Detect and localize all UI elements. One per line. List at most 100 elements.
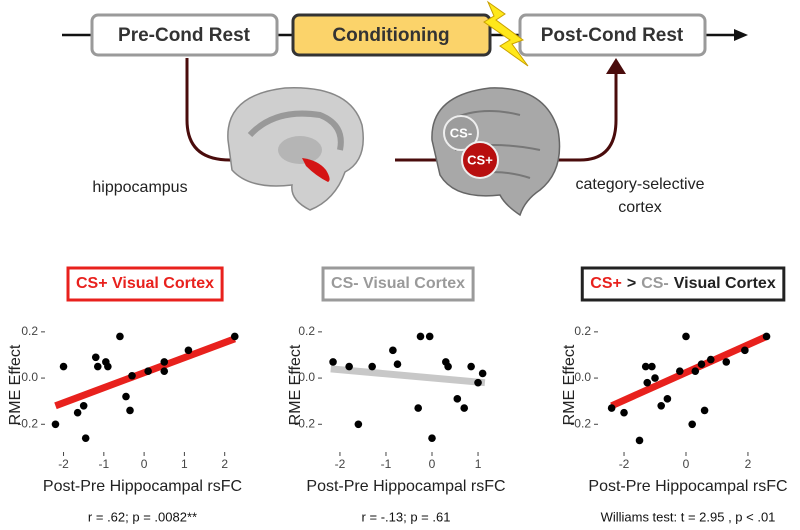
title-part: Visual Cortex	[674, 275, 776, 292]
stage-box	[90, 13, 279, 57]
x-axis-label: Post-Pre Hippocampal rsFC	[588, 478, 787, 495]
stats: r = -.13; p = .61	[362, 509, 451, 524]
point	[651, 374, 659, 382]
panel-title: CS+ Visual Cortex	[76, 275, 214, 292]
y-tick-label: 0.0	[298, 370, 315, 384]
point	[620, 408, 628, 417]
point	[329, 358, 337, 366]
title-part: CS- Visual Cortex	[331, 275, 465, 292]
point	[59, 362, 68, 371]
point	[93, 362, 102, 371]
point	[51, 420, 60, 429]
point	[444, 362, 452, 371]
point	[126, 406, 134, 415]
point	[762, 332, 771, 341]
x-tick-label: 2	[745, 457, 752, 471]
y-tick-label: -0.2	[294, 416, 315, 430]
point	[144, 367, 152, 375]
stats: r = .62; p = .0082**	[88, 509, 197, 524]
x-tick-label: 1	[475, 457, 482, 471]
fit-line	[330, 365, 486, 387]
x-tick-label: 0	[683, 457, 690, 471]
y-tick-label: 0.2	[574, 324, 591, 338]
point	[675, 367, 684, 375]
hippocampus-mark	[302, 158, 330, 182]
connector	[555, 72, 618, 162]
point	[706, 355, 715, 364]
fit-line	[610, 333, 768, 409]
connector-arrow	[606, 58, 626, 74]
title-part: >	[627, 275, 636, 292]
point	[697, 360, 706, 369]
y-tick-label: 0.0	[21, 370, 38, 384]
region-label: category-selective	[576, 176, 705, 193]
y-tick-label: 0.2	[21, 324, 38, 338]
title-part: CS-	[641, 275, 669, 292]
point	[81, 434, 90, 442]
point	[700, 406, 709, 415]
y-tick-label: 0.0	[574, 370, 591, 384]
point	[478, 369, 487, 378]
x-tick-label: -1	[381, 457, 392, 471]
x-tick-label: 2	[221, 457, 228, 471]
point	[79, 401, 88, 410]
y-tick-label: 0.2	[298, 324, 315, 338]
point	[460, 404, 469, 412]
point	[354, 420, 363, 429]
point	[474, 378, 482, 387]
stage-label: Conditioning	[332, 25, 449, 46]
point	[184, 346, 193, 355]
point	[160, 367, 169, 375]
cs-plus-label: CS+	[467, 152, 493, 167]
title-part: CS+ Visual Cortex	[76, 275, 214, 292]
stats: Williams test: t = 2.95 , p < .01	[601, 509, 776, 524]
title-box	[321, 266, 475, 302]
point	[128, 371, 136, 380]
x-tick-label: -2	[58, 457, 69, 471]
title-box	[580, 266, 786, 302]
x-tick-label: -1	[98, 457, 109, 471]
point	[104, 362, 112, 371]
point	[643, 378, 652, 387]
region-label: hippocampus	[92, 179, 187, 196]
point	[641, 362, 650, 371]
point	[389, 346, 397, 355]
point	[648, 362, 656, 371]
stage-label: Post-Cond Rest	[541, 25, 684, 46]
y-axis-label: RME Effect	[561, 344, 578, 425]
point	[663, 395, 672, 403]
point	[428, 434, 436, 442]
point	[73, 408, 82, 417]
point	[122, 392, 130, 401]
point	[657, 401, 666, 410]
cs-minus-label: CS-	[450, 125, 472, 140]
panel-title: CS+ > CS- Visual Cortex	[590, 275, 776, 292]
stage-box	[291, 13, 492, 57]
x-tick-label: 1	[181, 457, 188, 471]
point	[635, 436, 644, 445]
point	[688, 420, 696, 429]
timeline-arrow	[734, 29, 748, 41]
point	[116, 332, 124, 341]
x-tick-label: -2	[619, 457, 630, 471]
x-tick-label: -2	[335, 457, 346, 471]
point	[682, 332, 690, 341]
point	[691, 367, 700, 375]
point	[160, 358, 169, 366]
connector	[185, 58, 262, 162]
x-axis-label: Post-Pre Hippocampal rsFC	[43, 478, 242, 495]
brain-sagittal	[227, 87, 364, 211]
y-tick-label: -0.2	[570, 416, 591, 430]
stage-label: Pre-Cond Rest	[118, 25, 251, 46]
point	[230, 332, 239, 341]
cs-minus-region	[443, 115, 479, 151]
point	[414, 404, 422, 412]
lightning	[483, 0, 529, 67]
y-axis-label: RME Effect	[7, 344, 24, 425]
title-part: CS+	[590, 275, 622, 292]
y-axis-label: RME Effect	[287, 344, 304, 425]
point	[416, 332, 425, 341]
brain-lateral: CS- CS+	[431, 87, 561, 217]
region-label: cortex	[618, 199, 662, 216]
